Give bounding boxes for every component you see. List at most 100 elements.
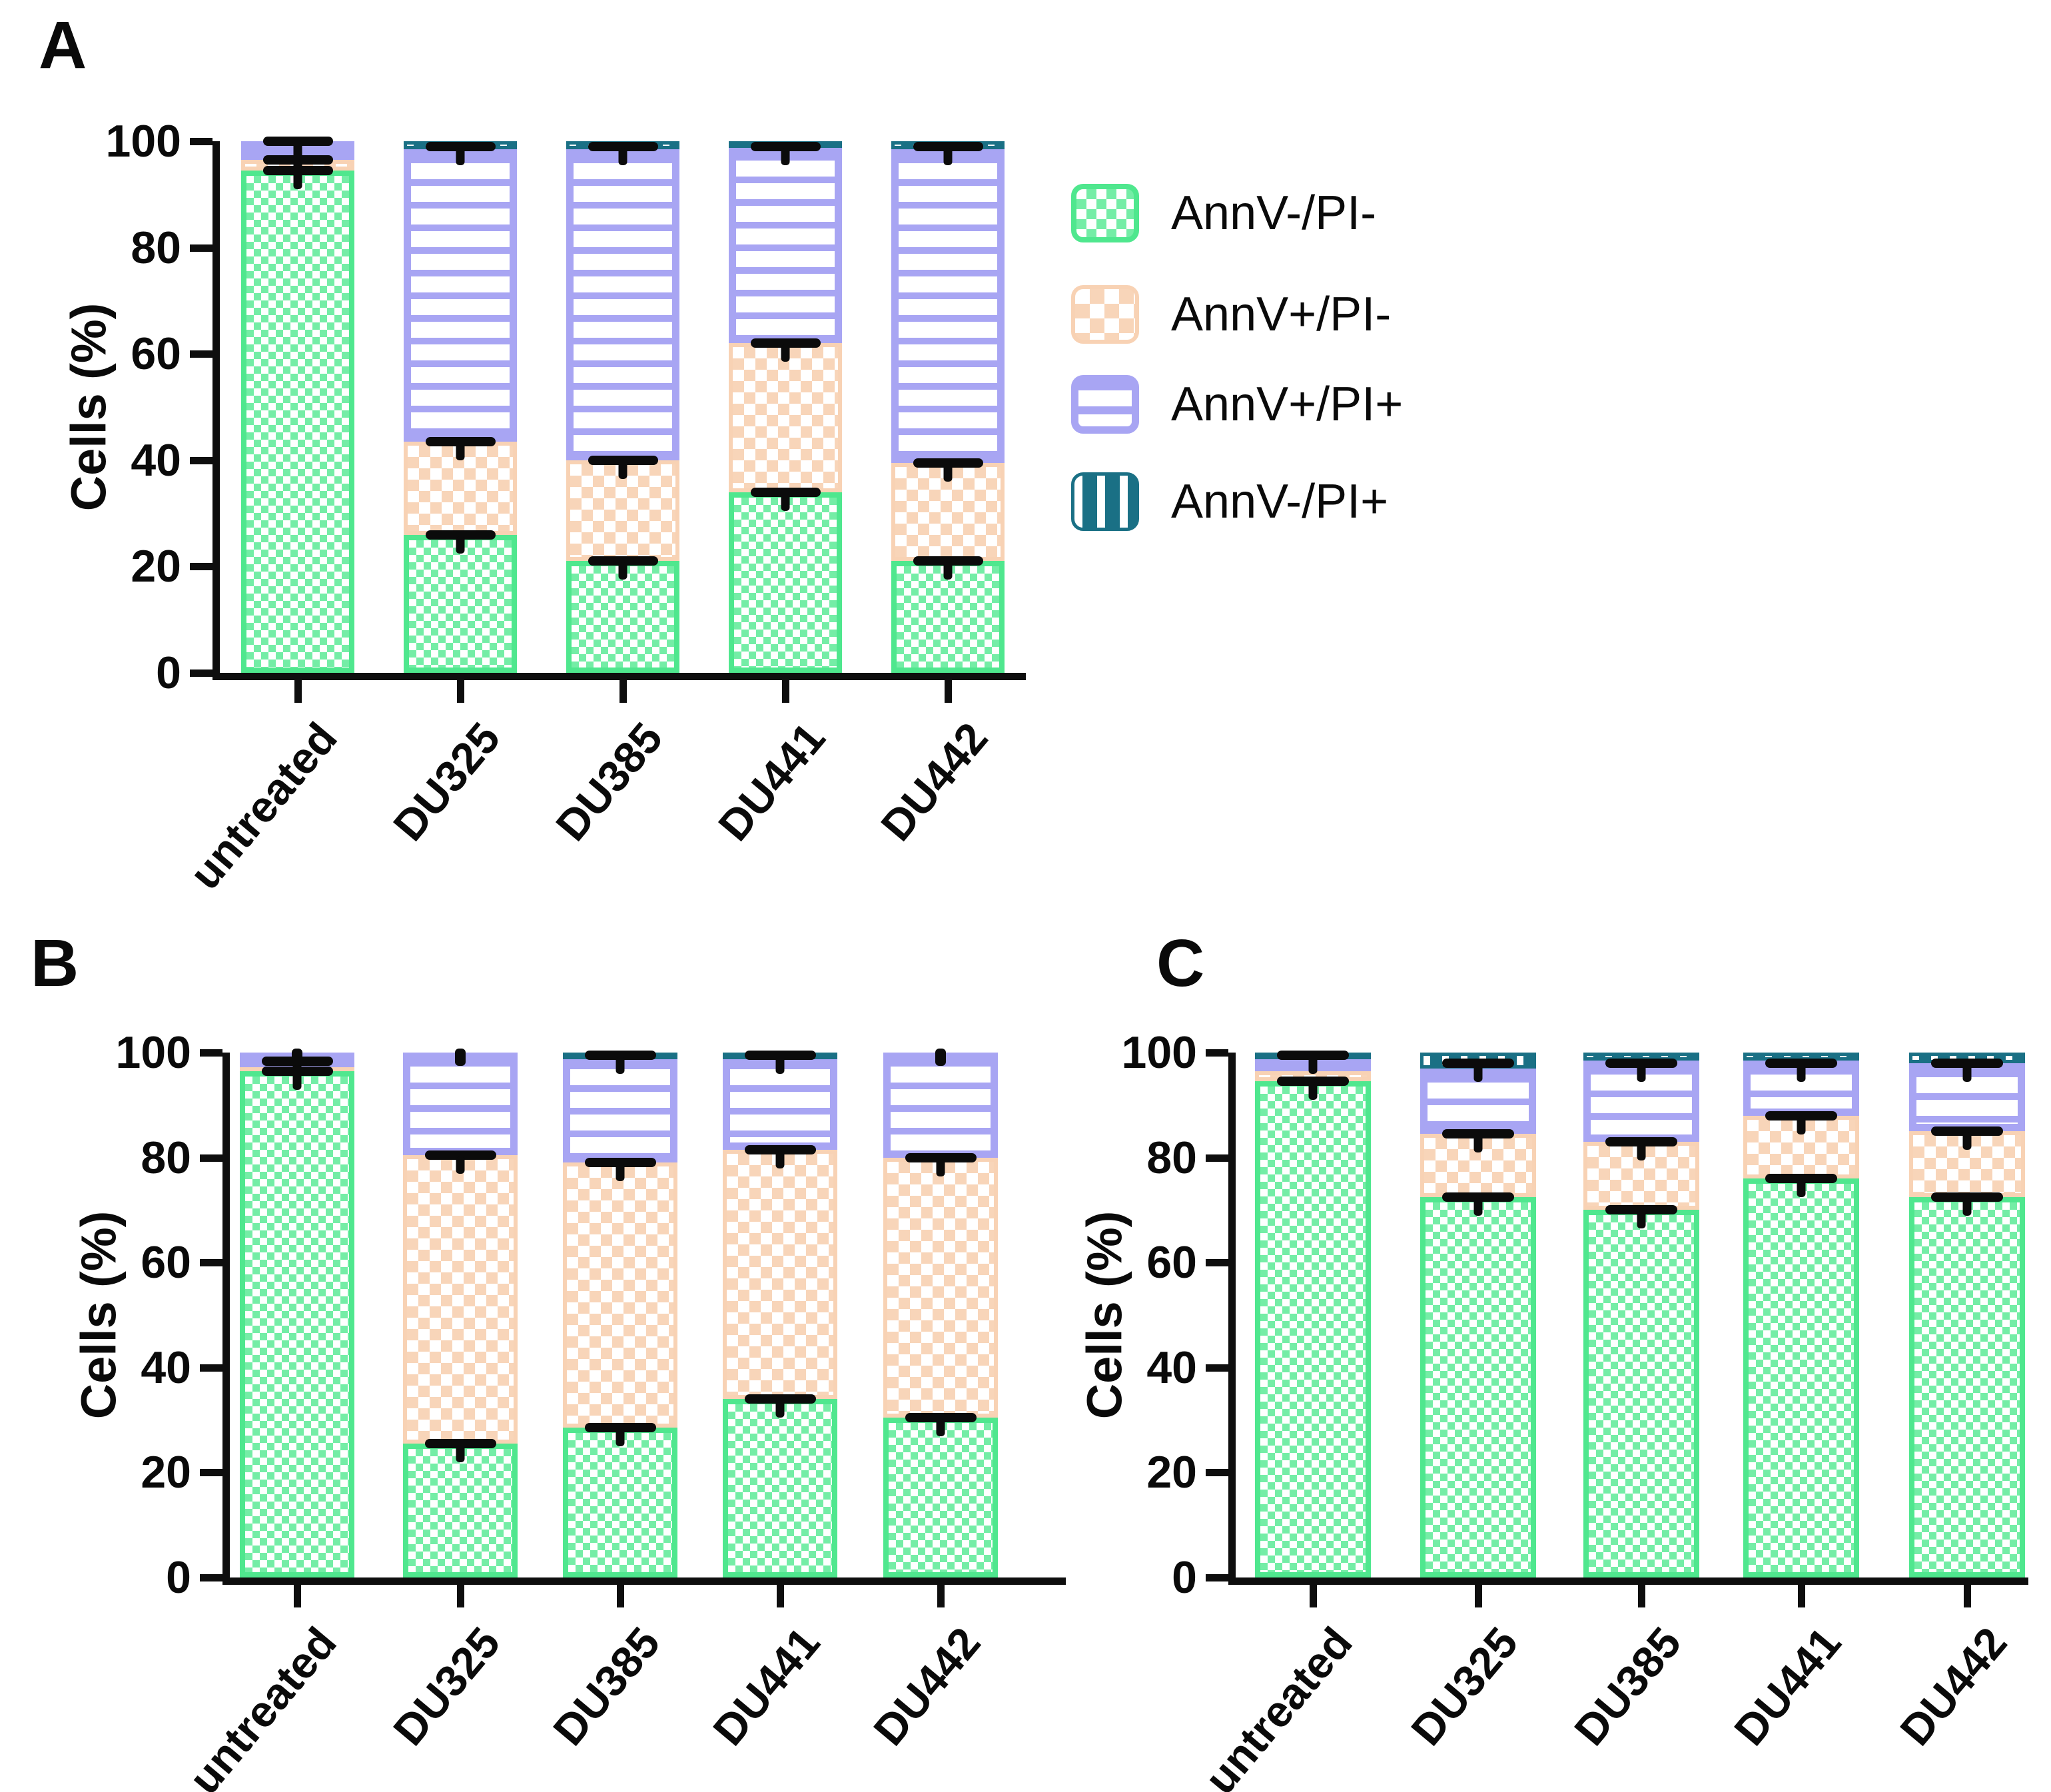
- y-tick-label: 60: [1146, 1237, 1197, 1288]
- error-bar: [744, 1394, 816, 1404]
- error-bar: [750, 338, 821, 348]
- y-tick-label: 100: [1121, 1027, 1197, 1078]
- legend-item-label: AnnV-/PI+: [1171, 475, 1389, 528]
- bar-segment-annvpi: [566, 149, 679, 460]
- bar-segment-annvpi: [563, 1162, 677, 1428]
- bar-segment-annvpi: [1743, 1178, 1859, 1577]
- legend-item: AnnV+/PI+: [1071, 375, 1403, 434]
- error-bar: [1765, 1058, 1837, 1068]
- y-tick-label: 80: [1146, 1132, 1197, 1183]
- y-axis-tick: [1206, 1574, 1228, 1581]
- legend-item: AnnV-/PI+: [1071, 472, 1388, 531]
- x-axis-tick: [782, 680, 789, 703]
- y-axis-tick: [190, 138, 212, 145]
- legend-item-label: AnnV+/PI-: [1171, 288, 1392, 341]
- lavender-stripe-swatch-icon: [1071, 375, 1139, 434]
- y-axis-tick: [190, 244, 212, 252]
- error-bar: [424, 1150, 496, 1160]
- error-bar: [1277, 1050, 1349, 1060]
- x-axis-tick: [1638, 1585, 1645, 1607]
- error-bar: [588, 556, 658, 566]
- error-bar: [1605, 1058, 1677, 1068]
- y-tick-label: 100: [105, 116, 181, 167]
- error-bar: [905, 1152, 977, 1162]
- y-tick-label: 40: [141, 1342, 191, 1393]
- x-axis-tick: [1310, 1585, 1317, 1607]
- y-axis-tick: [1206, 1259, 1228, 1267]
- error-bar: [584, 1050, 656, 1060]
- y-axis: [1228, 1053, 1236, 1585]
- y-tick-label: 60: [141, 1237, 191, 1288]
- bar-segment-annvpi: [891, 149, 1005, 463]
- y-axis-tick: [190, 563, 212, 571]
- bar-segment-annvpi: [240, 1071, 354, 1577]
- bar-segment-annvpi: [883, 1417, 998, 1577]
- x-axis: [222, 1577, 1066, 1585]
- bar-segment-annvpi: [729, 146, 842, 344]
- y-tick-label: 80: [131, 222, 181, 273]
- legend-item-label: AnnV-/PI-: [1171, 187, 1377, 240]
- y-axis: [212, 141, 220, 680]
- error-dot: [935, 1049, 946, 1066]
- error-bar: [425, 530, 496, 540]
- y-tick-label: 20: [131, 541, 181, 592]
- x-axis-tick: [777, 1585, 784, 1607]
- error-bar: [425, 141, 496, 151]
- x-axis: [1228, 1577, 2028, 1585]
- bar-segment-annvpi: [1255, 1081, 1371, 1577]
- bar-segment-annvpi: [729, 343, 842, 492]
- error-bar: [1442, 1129, 1514, 1139]
- legend-item: AnnV+/PI-: [1071, 285, 1391, 344]
- panel-label-b: B: [31, 926, 79, 1001]
- teal-stripe-swatch-icon: [1071, 472, 1139, 531]
- error-bar: [1765, 1111, 1837, 1120]
- panel-label-c: C: [1156, 926, 1205, 1001]
- error-bar: [750, 487, 821, 497]
- panel-label-a: A: [39, 8, 87, 83]
- bar-segment-annvpi: [403, 1444, 518, 1577]
- bar-segment-annvpi: [883, 1053, 998, 1158]
- y-tick-label: 60: [131, 328, 181, 380]
- y-axis-tick: [1206, 1364, 1228, 1372]
- error-bar: [1442, 1058, 1514, 1068]
- y-tick-label: 0: [166, 1552, 191, 1603]
- y-axis-tick: [200, 1364, 222, 1372]
- error-bar: [584, 1423, 656, 1433]
- category-label: DU325: [1401, 1617, 1527, 1755]
- legend-item: AnnV-/PI-: [1071, 184, 1376, 242]
- y-axis-tick: [200, 1259, 222, 1267]
- bar-segment-annvpi: [723, 1149, 837, 1400]
- y-tick-label: 0: [156, 648, 181, 698]
- error-bar: [262, 137, 333, 146]
- bar-segment-annvpi: [723, 1399, 837, 1577]
- y-axis-tick: [190, 456, 212, 464]
- y-axis-tick: [190, 350, 212, 358]
- bar-segment-annvpi: [1583, 1210, 1699, 1577]
- error-bar: [744, 1144, 816, 1154]
- x-axis: [212, 673, 1026, 680]
- error-bar: [913, 458, 983, 468]
- legend-item-label: AnnV+/PI+: [1171, 378, 1404, 431]
- x-axis-tick: [617, 1585, 624, 1607]
- x-axis-tick: [945, 680, 952, 703]
- x-axis-tick: [1798, 1585, 1805, 1607]
- x-axis-tick: [937, 1585, 945, 1607]
- y-axis-tick: [1206, 1154, 1228, 1162]
- error-bar: [750, 141, 821, 151]
- error-bar: [905, 1412, 977, 1422]
- bar-segment-annvpi: [404, 149, 517, 442]
- x-axis-tick: [294, 1585, 301, 1607]
- green-checker-swatch-icon: [1071, 184, 1139, 242]
- category-label: DU385: [1564, 1617, 1691, 1755]
- error-bar: [1605, 1136, 1677, 1146]
- error-bar: [424, 1439, 496, 1449]
- x-axis-tick: [294, 680, 302, 703]
- y-axis-tick: [200, 1154, 222, 1162]
- y-tick-label: 20: [1146, 1447, 1197, 1498]
- bar-segment-annvpi: [404, 534, 517, 673]
- y-axis-tick: [1206, 1469, 1228, 1477]
- y-tick-label: 0: [1172, 1552, 1197, 1603]
